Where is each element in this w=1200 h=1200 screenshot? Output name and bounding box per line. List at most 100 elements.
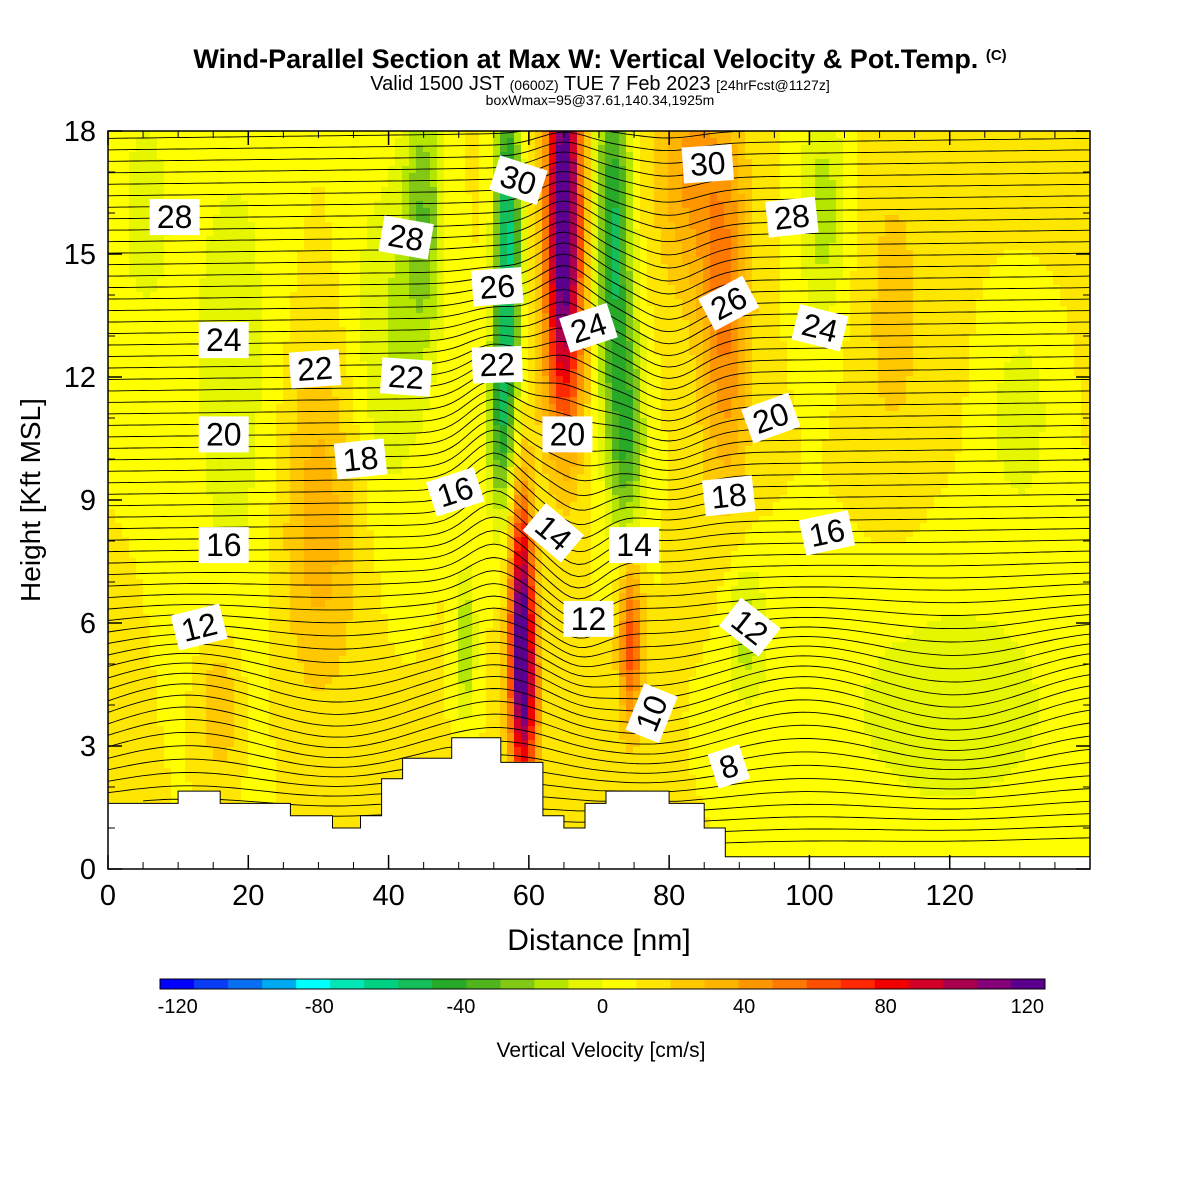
velocity-cell [304, 131, 312, 139]
velocity-cell [388, 187, 396, 195]
velocity-cell [220, 677, 228, 685]
velocity-cell [297, 173, 305, 181]
velocity-cell [395, 411, 403, 419]
velocity-cell [248, 726, 256, 734]
velocity-cell [318, 663, 326, 671]
velocity-cell [192, 355, 200, 363]
velocity-cell [262, 684, 270, 692]
velocity-cell [227, 166, 235, 174]
velocity-cell [360, 131, 368, 139]
velocity-cell [311, 747, 319, 755]
velocity-cell [409, 173, 417, 181]
velocity-cell [178, 712, 186, 720]
velocity-cell [248, 677, 256, 685]
velocity-cell [234, 222, 242, 230]
velocity-cell [227, 131, 235, 139]
velocity-cell [332, 397, 340, 405]
velocity-cell [255, 446, 263, 454]
velocity-cell [255, 656, 263, 664]
velocity-cell [269, 565, 277, 573]
velocity-cell [416, 495, 424, 503]
velocity-cell [157, 418, 165, 426]
velocity-cell [297, 460, 305, 468]
velocity-cell [381, 348, 389, 356]
velocity-cell [241, 453, 249, 461]
velocity-cell [227, 649, 235, 657]
velocity-cell [346, 425, 354, 433]
velocity-cell [297, 194, 305, 202]
velocity-cell [346, 810, 354, 818]
velocity-cell [199, 208, 207, 216]
velocity-cell [269, 432, 277, 440]
velocity-cell [311, 222, 319, 230]
velocity-cell [262, 530, 270, 538]
velocity-cell [339, 180, 347, 188]
velocity-cell [136, 537, 144, 545]
velocity-cell [297, 565, 305, 573]
velocity-cell [136, 201, 144, 209]
velocity-cell [115, 789, 123, 797]
velocity-cell [381, 397, 389, 405]
velocity-cell [402, 663, 410, 671]
velocity-cell [108, 649, 116, 657]
velocity-cell [192, 691, 200, 699]
velocity-cell [241, 229, 249, 237]
velocity-cell [430, 187, 438, 195]
velocity-cell [262, 159, 270, 167]
velocity-cell [276, 418, 284, 426]
velocity-cell [136, 523, 144, 531]
velocity-cell [262, 292, 270, 300]
velocity-cell [269, 271, 277, 279]
velocity-cell [122, 537, 130, 545]
velocity-cell [290, 719, 298, 727]
velocity-cell [220, 691, 228, 699]
velocity-cell [304, 285, 312, 293]
velocity-cell [276, 460, 284, 468]
velocity-cell [199, 705, 207, 713]
velocity-cell [402, 152, 410, 160]
velocity-cell [206, 250, 214, 258]
velocity-cell [115, 306, 123, 314]
velocity-cell [276, 425, 284, 433]
velocity-cell [290, 775, 298, 783]
velocity-cell [171, 691, 179, 699]
velocity-cell [262, 390, 270, 398]
velocity-cell [353, 719, 361, 727]
velocity-cell [157, 656, 165, 664]
velocity-cell [381, 271, 389, 279]
velocity-cell [318, 397, 326, 405]
velocity-cell [164, 439, 172, 447]
velocity-cell [381, 264, 389, 272]
velocity-cell [290, 698, 298, 706]
velocity-cell [255, 208, 263, 216]
velocity-cell [185, 516, 193, 524]
velocity-cell [157, 257, 165, 265]
velocity-cell [171, 152, 179, 160]
velocity-cell [227, 607, 235, 615]
velocity-cell [402, 397, 410, 405]
velocity-cell [430, 670, 438, 678]
velocity-cell [241, 670, 249, 678]
velocity-cell [395, 740, 403, 748]
velocity-cell [115, 362, 123, 370]
velocity-cell [318, 516, 326, 524]
velocity-cell [262, 432, 270, 440]
velocity-cell [297, 558, 305, 566]
velocity-cell [423, 278, 431, 286]
velocity-cell [276, 481, 284, 489]
velocity-cell [248, 747, 256, 755]
velocity-cell [409, 516, 417, 524]
velocity-cell [150, 649, 158, 657]
velocity-cell [360, 418, 368, 426]
velocity-cell [227, 628, 235, 636]
velocity-cell [248, 474, 256, 482]
velocity-cell [108, 299, 116, 307]
velocity-cell [108, 313, 116, 321]
velocity-cell [304, 264, 312, 272]
velocity-cell [255, 327, 263, 335]
velocity-cell [129, 418, 137, 426]
velocity-cell [122, 684, 130, 692]
velocity-cell [416, 439, 424, 447]
velocity-cell [220, 467, 228, 475]
velocity-cell [206, 390, 214, 398]
